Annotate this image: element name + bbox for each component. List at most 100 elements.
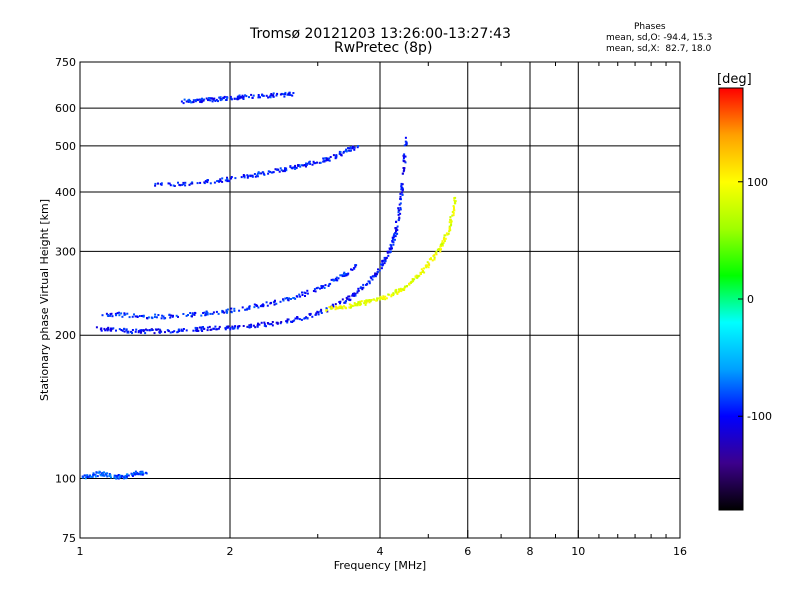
data-point xyxy=(350,304,353,307)
data-point xyxy=(190,101,193,104)
data-point xyxy=(404,285,407,288)
data-point xyxy=(218,180,221,183)
data-point xyxy=(183,98,186,101)
data-point xyxy=(311,315,314,318)
data-point xyxy=(248,306,251,309)
data-point xyxy=(103,474,106,477)
data-point xyxy=(209,328,212,331)
data-point xyxy=(303,164,306,166)
data-point xyxy=(196,327,199,330)
data-point xyxy=(224,328,227,331)
data-point xyxy=(262,172,265,175)
data-point xyxy=(312,160,315,163)
data-point xyxy=(226,180,229,183)
data-point xyxy=(246,176,249,179)
data-point xyxy=(401,193,404,196)
data-point xyxy=(124,475,127,477)
data-point xyxy=(298,164,301,167)
data-point xyxy=(202,312,205,314)
data-point xyxy=(348,147,351,150)
data-point xyxy=(192,99,195,102)
data-point xyxy=(353,148,356,151)
data-point xyxy=(219,96,222,99)
data-point xyxy=(330,278,333,281)
data-point xyxy=(417,275,420,278)
data-point xyxy=(106,475,109,478)
data-point xyxy=(203,181,206,184)
data-point xyxy=(224,179,227,182)
data-point xyxy=(257,171,260,174)
data-point xyxy=(265,325,267,328)
data-point xyxy=(343,273,346,276)
data-point xyxy=(219,97,222,100)
data-point xyxy=(403,287,406,290)
data-point xyxy=(422,267,425,270)
data-point xyxy=(353,146,356,149)
data-point xyxy=(350,149,352,152)
data-point xyxy=(377,297,380,300)
data-point xyxy=(142,330,145,333)
data-point xyxy=(254,175,257,178)
data-point xyxy=(317,313,320,316)
x-tick-label: 6 xyxy=(464,545,471,558)
data-point xyxy=(103,327,106,330)
data-point xyxy=(347,147,349,150)
data-point xyxy=(368,299,371,301)
data-point xyxy=(98,470,101,473)
data-point xyxy=(288,297,290,300)
data-point xyxy=(299,165,302,168)
data-point xyxy=(227,326,230,329)
data-point xyxy=(238,309,241,312)
data-point xyxy=(381,263,384,266)
data-point xyxy=(317,311,320,314)
data-point xyxy=(349,146,352,149)
data-point xyxy=(92,473,95,476)
data-point xyxy=(370,277,373,280)
data-point xyxy=(223,311,226,314)
data-point xyxy=(120,329,123,331)
data-point xyxy=(402,170,405,173)
data-point xyxy=(95,471,98,474)
data-point xyxy=(294,167,296,170)
data-point xyxy=(118,476,121,479)
data-point xyxy=(324,284,327,287)
data-point xyxy=(396,293,399,295)
data-point xyxy=(404,161,407,164)
data-point xyxy=(297,164,299,167)
data-point xyxy=(452,214,455,217)
data-point xyxy=(107,326,110,329)
data-point xyxy=(185,329,188,332)
data-point xyxy=(383,256,386,259)
data-point xyxy=(244,94,247,97)
data-point xyxy=(94,473,97,476)
data-point xyxy=(178,330,181,332)
y-tick-label: 300 xyxy=(55,245,76,258)
data-point xyxy=(224,327,227,330)
data-point xyxy=(448,230,451,233)
data-point xyxy=(131,332,133,335)
data-point xyxy=(142,315,145,318)
data-point xyxy=(315,287,318,290)
data-point xyxy=(362,286,365,289)
data-point xyxy=(403,153,406,156)
data-point xyxy=(357,145,360,147)
data-point xyxy=(319,310,322,313)
data-point xyxy=(341,275,344,278)
data-point xyxy=(453,202,456,205)
data-point xyxy=(206,329,209,332)
data-point xyxy=(403,167,406,170)
data-point xyxy=(236,98,239,101)
data-point xyxy=(126,473,129,476)
data-point xyxy=(326,159,329,162)
data-point xyxy=(419,271,422,274)
data-point xyxy=(233,97,236,100)
data-point xyxy=(252,94,255,97)
data-point xyxy=(105,472,107,475)
data-point xyxy=(329,282,332,285)
data-point xyxy=(169,331,172,334)
data-point xyxy=(314,290,317,293)
data-point xyxy=(304,295,306,297)
phases-o-stats: mean, sd,O: -94.4, 15.3 xyxy=(606,33,713,43)
data-point xyxy=(296,316,299,319)
